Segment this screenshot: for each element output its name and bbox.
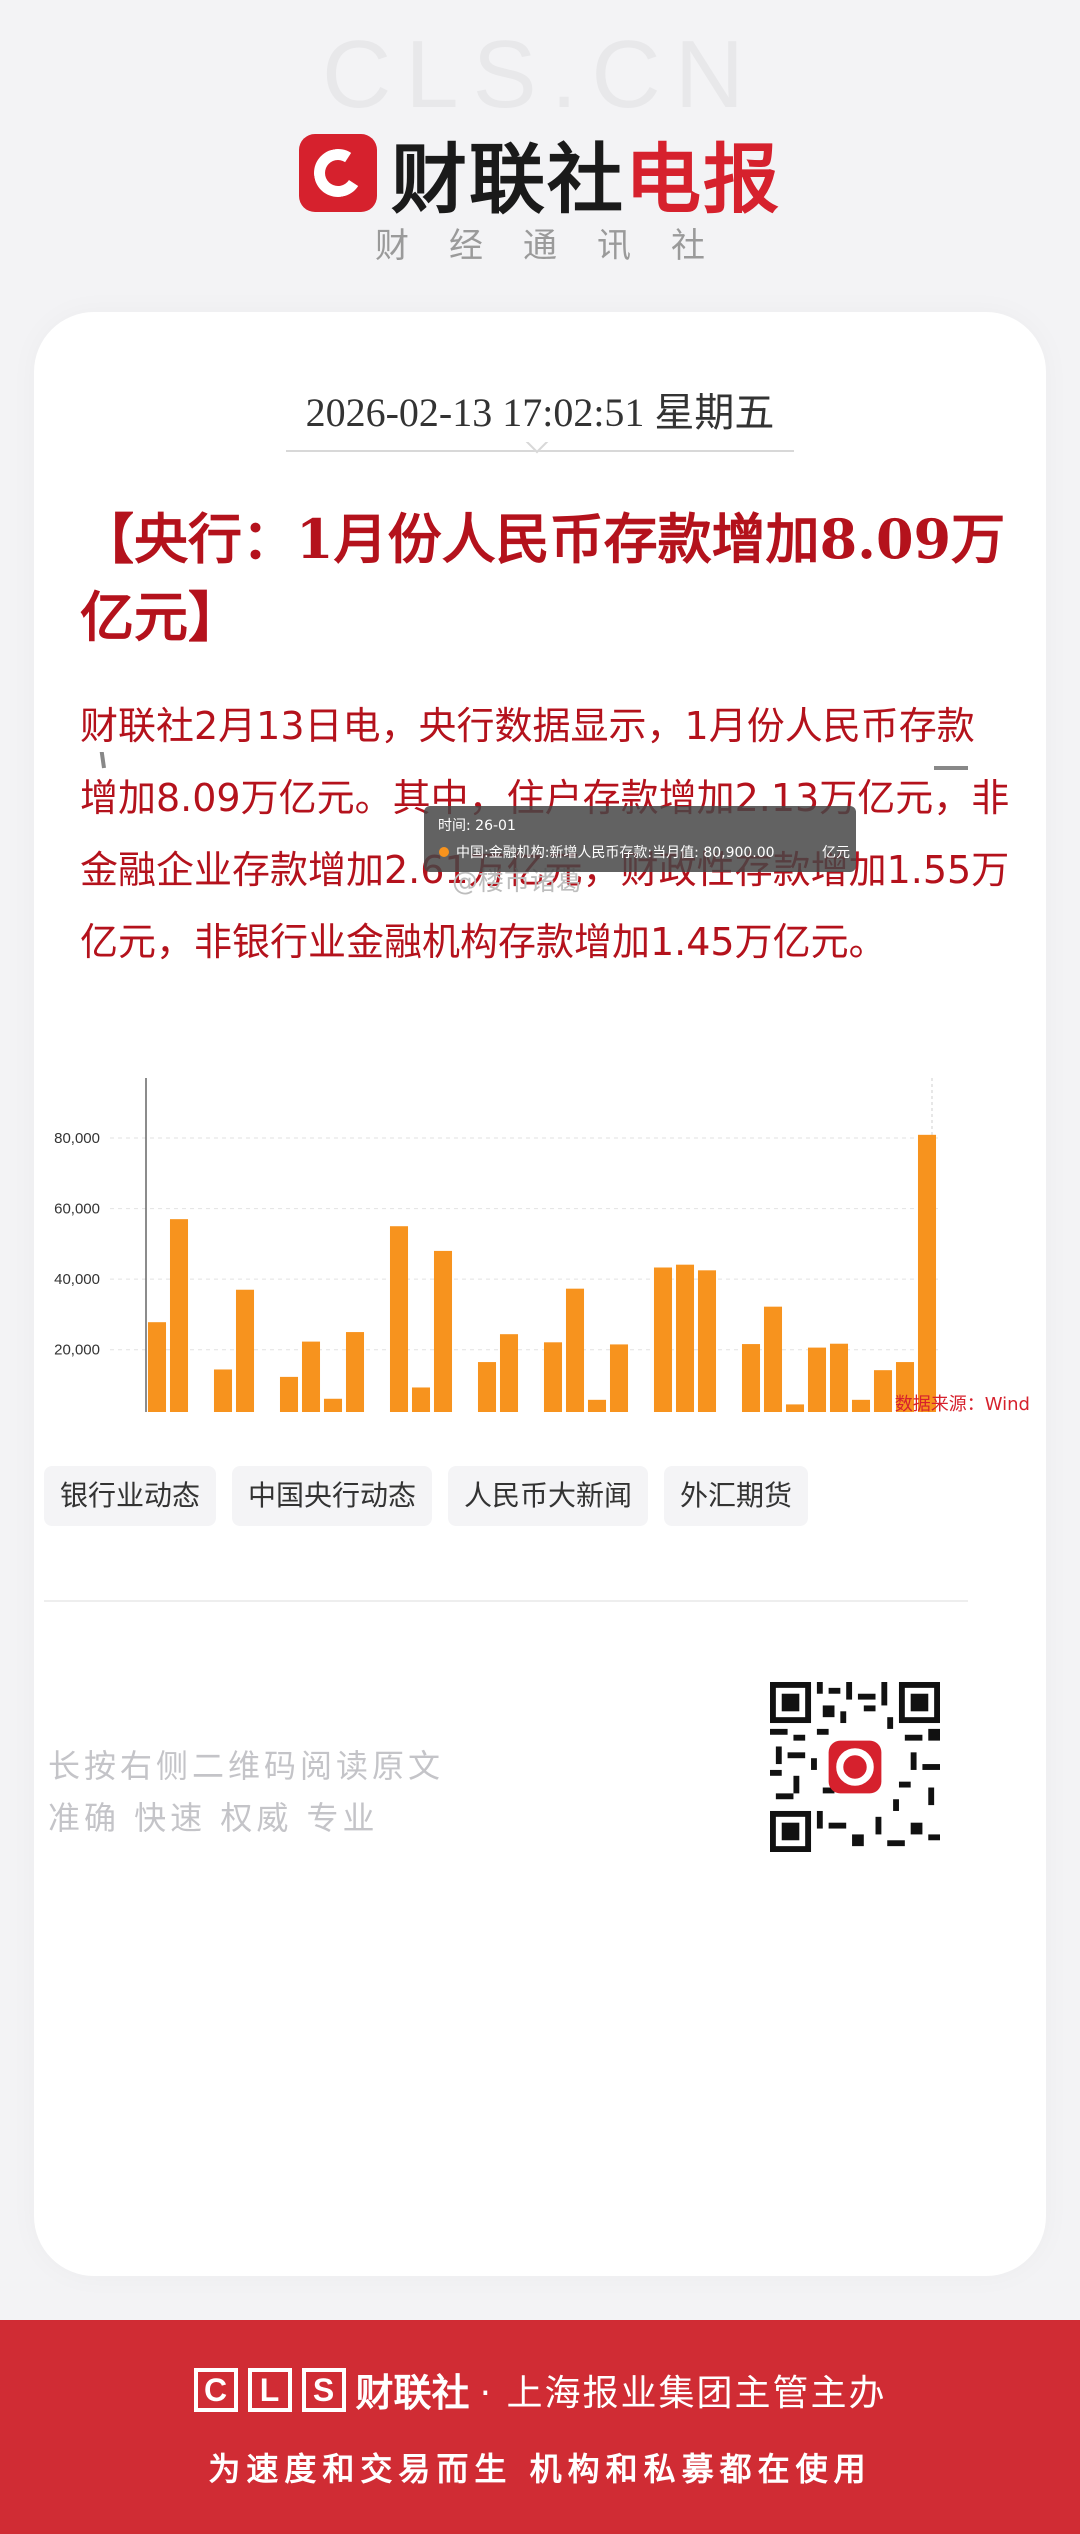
y-tick-label: 60,000 bbox=[54, 1201, 100, 1218]
footer-line2: 准确 快速 权威 专业 bbox=[48, 1799, 379, 1837]
chart-bar bbox=[917, 1134, 937, 1412]
chart-bar bbox=[477, 1362, 497, 1412]
chart-svg: 80,00060,00040,00020,0000-20,000-40,000-… bbox=[54, 752, 968, 1412]
chart-bar bbox=[763, 1306, 783, 1412]
bottom-banner: C L S 财联社 · 上海报业集团主管主办 为速度和交易而生 机构和私募都在使… bbox=[0, 2320, 1080, 2534]
bottom-brand-row: C L S 财联社 · 上海报业集团主管主办 bbox=[0, 2362, 1080, 2417]
y-tick-label: 20,000 bbox=[54, 1342, 100, 1359]
tag-list: 银行业动态 中国央行动态 人民币大新闻 外汇期货 bbox=[44, 1466, 809, 1526]
chart-bar bbox=[565, 1288, 585, 1412]
cls-letter: C bbox=[193, 2367, 238, 2412]
chart-bar bbox=[587, 1399, 607, 1412]
chart-bar bbox=[499, 1334, 519, 1412]
brand-name: 财联社电报 bbox=[391, 118, 781, 228]
chart-bar bbox=[213, 1369, 233, 1412]
tag-item[interactable]: 中国央行动态 bbox=[232, 1466, 433, 1526]
qr-code-icon[interactable] bbox=[770, 1682, 940, 1852]
chart-bar bbox=[235, 1289, 255, 1412]
chart-bar bbox=[785, 1404, 805, 1412]
brand-logo: 财联社电报 bbox=[0, 118, 1080, 228]
chart-bar bbox=[301, 1341, 321, 1412]
tag-item[interactable]: 银行业动态 bbox=[44, 1466, 217, 1526]
bottom-tagline1: · 上海报业集团主管主办 bbox=[479, 2372, 887, 2414]
chart-bar bbox=[741, 1344, 761, 1412]
y-tick-label: 80,000 bbox=[54, 1130, 100, 1147]
article-headline: 【央行：1月份人民币存款增加8.09万亿元】 bbox=[80, 507, 1006, 649]
chart-bar bbox=[675, 1264, 695, 1412]
chart-bar bbox=[895, 1362, 915, 1412]
header: CLS.CN 财联社电报 财经通讯社 bbox=[0, 0, 1080, 320]
brand-part1: 财联社 bbox=[391, 135, 625, 224]
bottom-brand-name: 财联社 bbox=[355, 2371, 470, 2415]
chart-bar bbox=[323, 1398, 343, 1412]
header-watermark: CLS.CN bbox=[321, 21, 759, 128]
footer-line1: 长按右侧二维码阅读原文 bbox=[48, 1747, 445, 1785]
chart-bar bbox=[807, 1347, 827, 1412]
chart-bar bbox=[851, 1399, 871, 1412]
chart-top-marker-left bbox=[99, 752, 106, 769]
y-tick-label: 40,000 bbox=[54, 1271, 100, 1288]
tag-item[interactable]: 人民币大新闻 bbox=[448, 1466, 649, 1526]
chart-bar bbox=[169, 1219, 189, 1412]
cls-logo-icon bbox=[299, 134, 377, 212]
tooltip-value: 中国:金融机构:新增人民币存款:当月值: 80,900.00 bbox=[456, 845, 775, 861]
brand-subtitle: 财经通讯社 bbox=[375, 226, 745, 266]
cls-letter: L bbox=[247, 2367, 292, 2412]
tooltip-dot-icon bbox=[439, 847, 449, 857]
data-source: 数据来源：Wind bbox=[894, 1394, 1030, 1415]
article-card: 2026-02-13 17:02:51 星期五 【央行：1月份人民币存款增加8.… bbox=[34, 312, 1046, 2276]
chart-bar bbox=[411, 1387, 431, 1412]
chart-bar bbox=[389, 1226, 409, 1412]
cls-letter: S bbox=[301, 2367, 346, 2412]
footer-text: 长按右侧二维码阅读原文 准确 快速 权威 专业 bbox=[48, 1740, 444, 1844]
chart-bar bbox=[345, 1332, 365, 1412]
chart-bar bbox=[829, 1343, 849, 1412]
deposit-chart[interactable]: 80,00060,00040,00020,0000-20,000-40,000-… bbox=[44, 752, 968, 1412]
section-divider bbox=[44, 1600, 968, 1602]
chart-bar bbox=[147, 1322, 167, 1412]
bottom-tagline2: 为速度和交易而生 机构和私募都在使用 bbox=[208, 2450, 872, 2488]
chart-bar bbox=[279, 1376, 299, 1412]
chart-bar bbox=[653, 1267, 673, 1412]
tooltip-time: 时间: 26-01 bbox=[438, 818, 516, 834]
chart-bar bbox=[609, 1344, 629, 1412]
brand-part2: 电报 bbox=[625, 135, 781, 224]
chart-bar bbox=[697, 1270, 717, 1412]
article-datetime: 2026-02-13 17:02:51 星期五 bbox=[305, 390, 775, 435]
chart-bar bbox=[433, 1250, 453, 1412]
tooltip-unit: 亿元 bbox=[822, 845, 850, 861]
chart-bar bbox=[543, 1342, 563, 1412]
chart-bar bbox=[873, 1370, 893, 1412]
tag-item[interactable]: 外汇期货 bbox=[664, 1466, 809, 1526]
datetime-notch bbox=[524, 442, 550, 458]
tooltip-box bbox=[424, 806, 856, 872]
